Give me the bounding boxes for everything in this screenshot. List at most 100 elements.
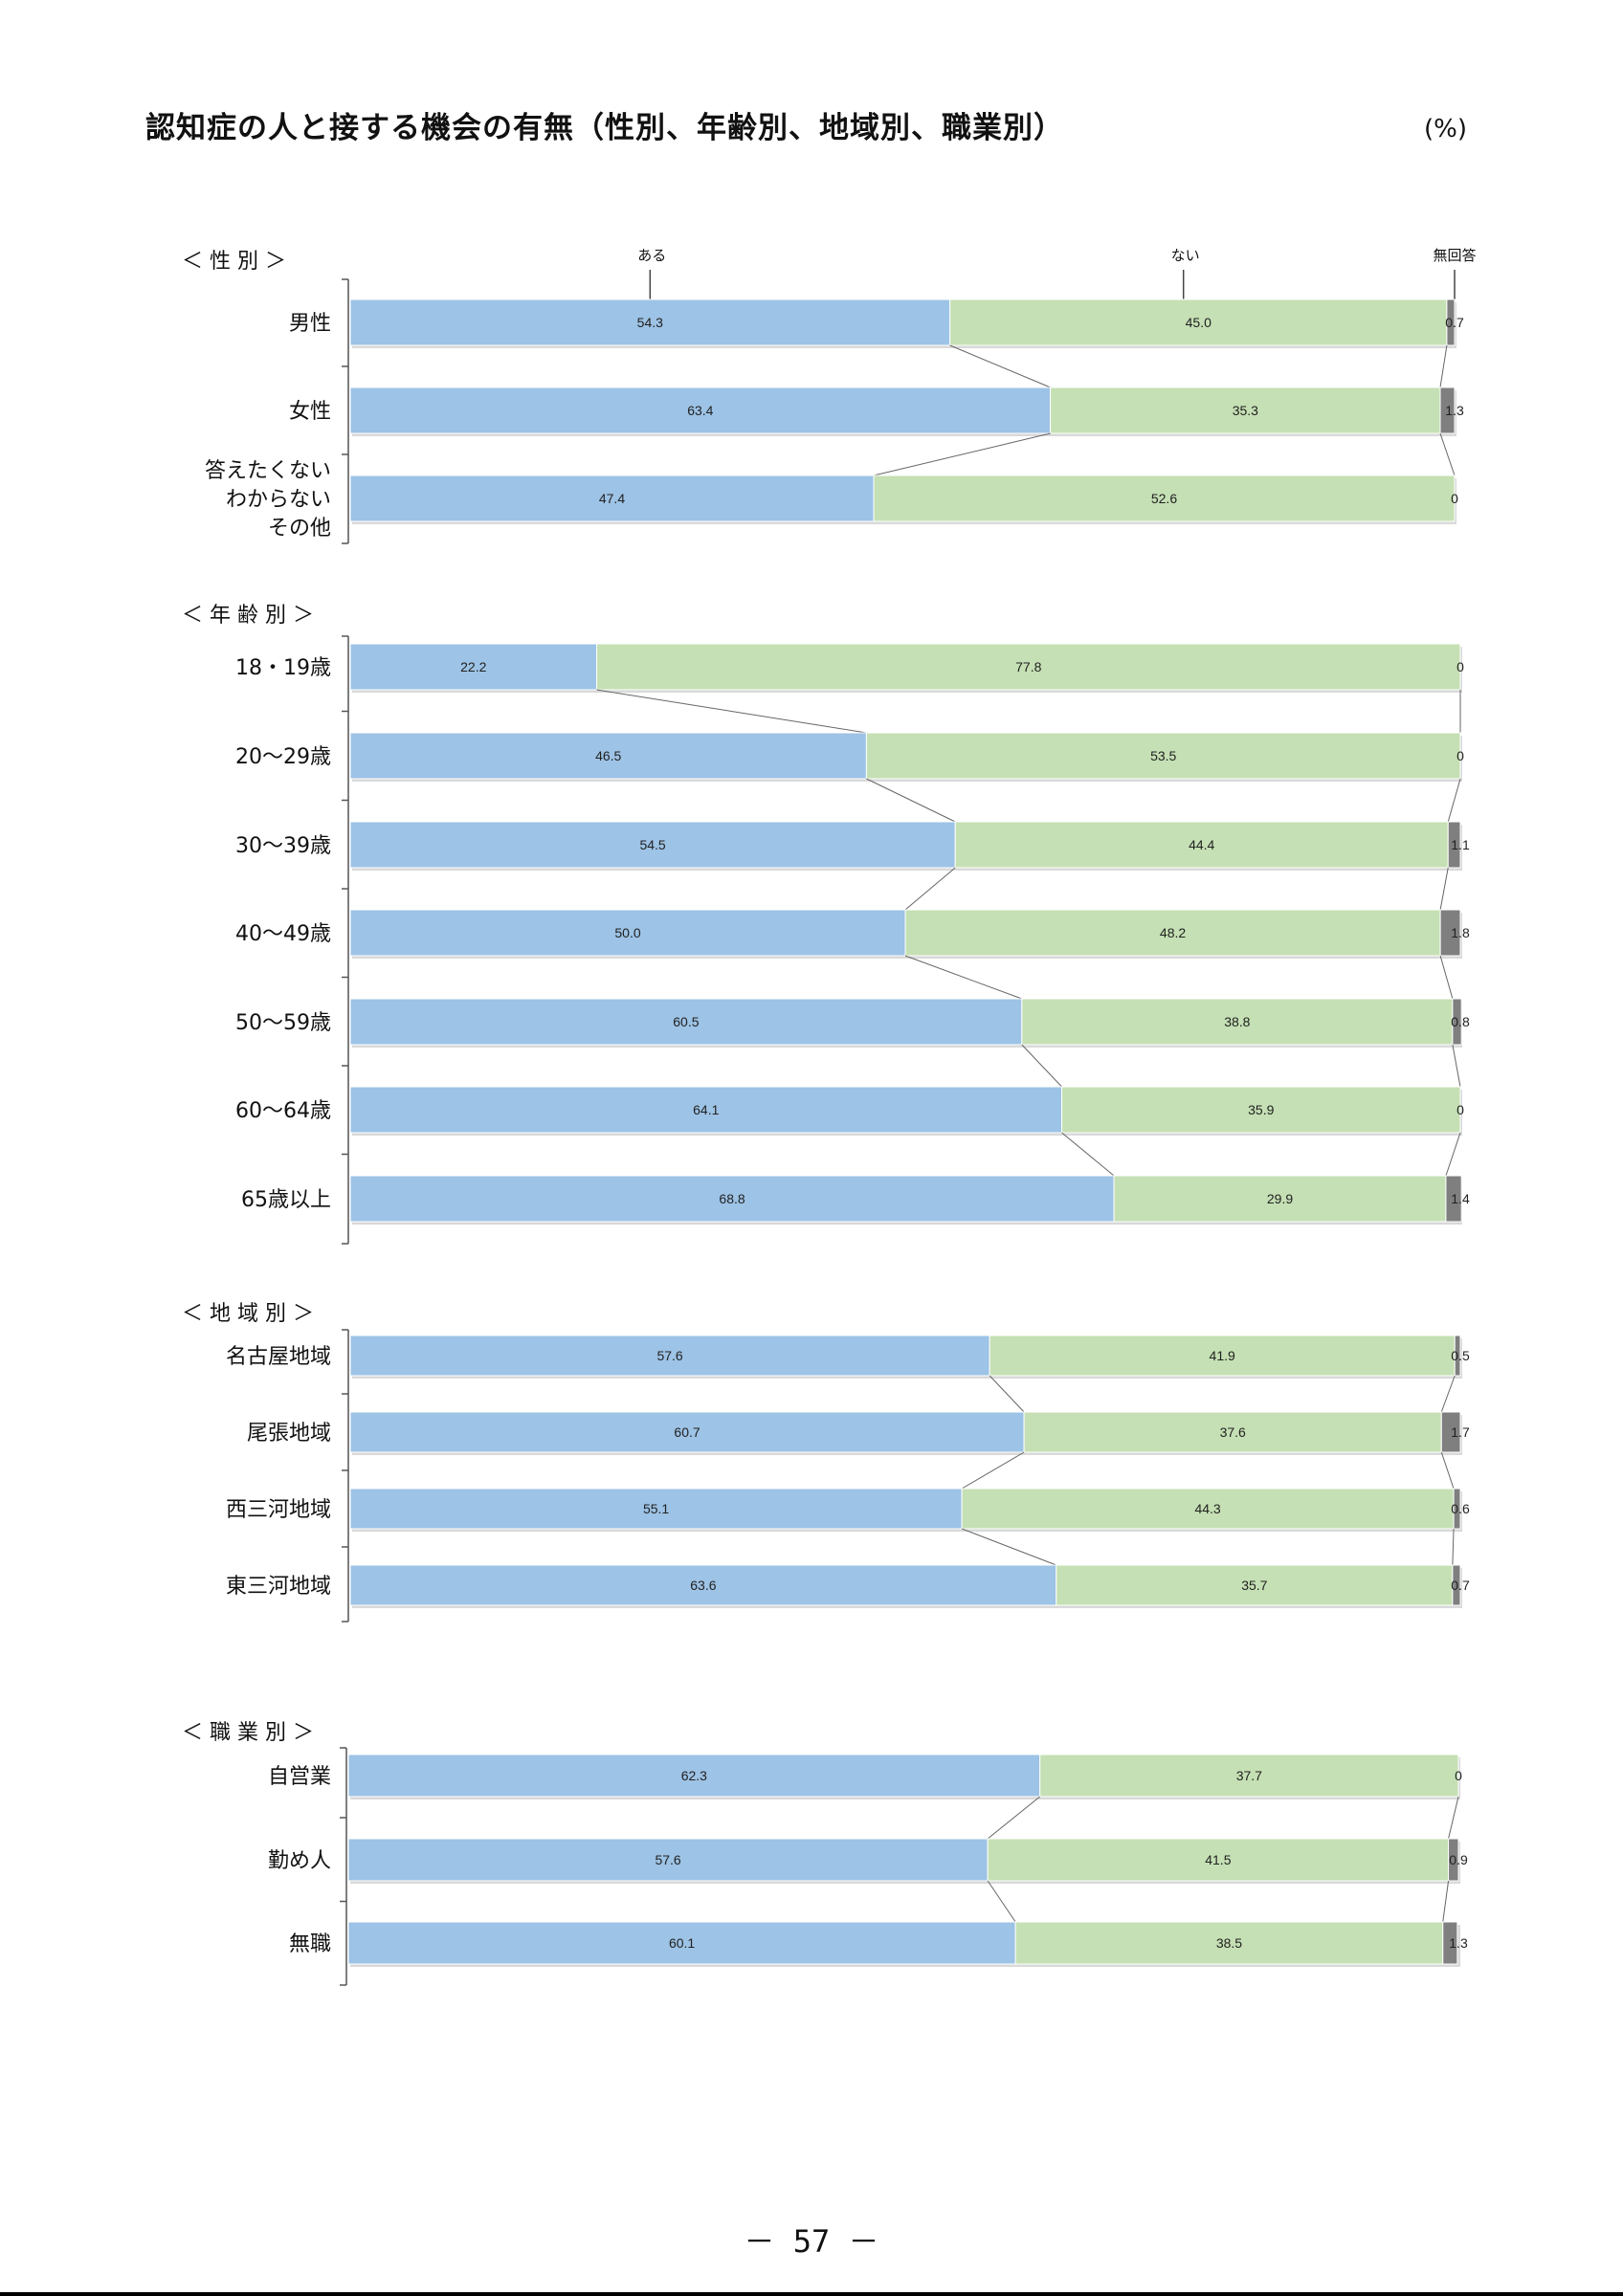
- value-label: 41.9: [1210, 1348, 1235, 1363]
- bar-segment-nai: [596, 643, 1461, 691]
- page-title: 認知症の人と接する機会の有無（性別、年齢別、地域別、職業別）: [145, 111, 1064, 145]
- bar-segment-mukaitou: [1453, 1488, 1461, 1530]
- bar-segment-aru: [349, 1411, 1025, 1453]
- series-connector: [1452, 1044, 1461, 1088]
- bar-segment-aru: [349, 909, 906, 957]
- value-label: 38.5: [1216, 1935, 1242, 1951]
- page-number: － 57 －: [744, 2223, 879, 2260]
- value-label: 29.9: [1267, 1191, 1293, 1206]
- row-label: 勤め人: [268, 1849, 331, 1873]
- value-label: 50.0: [614, 925, 640, 940]
- stacked-bar-chart: ある ない 無回答 ＜ 性 別 ＞ 男性 54.3 45.0 0.7 女性 63.4 35.3 1.3…: [182, 247, 1477, 1986]
- section-label-3: ＜ 地 域 別 ＞: [182, 1302, 314, 1326]
- series-connector: [1439, 432, 1456, 476]
- value-label: 1.1: [1451, 837, 1470, 852]
- row-label: 18・19歳: [235, 656, 331, 680]
- value-label: 0: [1456, 659, 1464, 674]
- value-label: 54.3: [637, 315, 663, 330]
- row-label: 65歳以上: [241, 1188, 331, 1212]
- bar-segment-mukaitou: [1439, 386, 1456, 434]
- bar-segment-aru: [347, 1754, 1041, 1798]
- unit-label: (%): [1424, 115, 1467, 144]
- value-label: 22.2: [460, 659, 486, 674]
- value-label: 48.2: [1160, 925, 1186, 940]
- row-label: 40～49歳: [235, 922, 331, 946]
- bar-segment-aru: [349, 998, 1023, 1046]
- series-connector: [866, 778, 956, 823]
- bar-segment-mukaitou: [1452, 998, 1462, 1046]
- value-label: 0: [1456, 748, 1464, 763]
- bar-segment-mukaitou: [1447, 821, 1461, 869]
- series-connector: [961, 1528, 1056, 1566]
- value-label: 0.8: [1451, 1014, 1470, 1029]
- value-label: 64.1: [693, 1102, 719, 1117]
- value-label: 57.6: [655, 1852, 680, 1867]
- row-label: 女性: [289, 400, 331, 424]
- bar-segment-aru: [349, 475, 875, 522]
- series-connector: [1439, 344, 1448, 388]
- value-label: 44.4: [1189, 837, 1214, 852]
- legend-label-3: 無回答: [1433, 247, 1476, 264]
- bar-segment-nai: [1050, 386, 1441, 434]
- value-label: 37.7: [1236, 1768, 1262, 1783]
- value-label: 1.7: [1451, 1424, 1470, 1440]
- series-connector: [1061, 1132, 1115, 1177]
- series-connector: [1440, 1375, 1456, 1413]
- value-label: 47.4: [599, 491, 625, 506]
- value-label: 0.7: [1451, 1578, 1470, 1593]
- series-connector: [1439, 867, 1449, 911]
- value-label: 1.3: [1445, 403, 1464, 418]
- legend-label-1: ある: [637, 247, 666, 264]
- bar-segment-nai: [1039, 1754, 1459, 1798]
- bar-segment-nai: [873, 475, 1456, 522]
- bar-segment-aru: [349, 298, 951, 346]
- value-label: 57.6: [656, 1348, 682, 1363]
- bar-segment-aru: [347, 1838, 989, 1882]
- bar-segment-mukaitou: [1439, 909, 1461, 957]
- bar-segment-aru: [349, 1086, 1063, 1134]
- series-connector: [987, 1880, 1016, 1923]
- value-label: 45.0: [1186, 315, 1212, 330]
- bar-segment-aru: [349, 1488, 963, 1530]
- value-label: 46.5: [595, 748, 621, 763]
- bar-segment-nai: [961, 1488, 1455, 1530]
- bar-segment-nai: [1061, 1086, 1461, 1134]
- row-label: その他: [268, 517, 331, 541]
- value-label: 60.1: [669, 1935, 695, 1951]
- value-label: 54.5: [639, 837, 665, 852]
- value-label: 0: [1455, 1768, 1462, 1783]
- section-label-2: ＜ 年 齢 別 ＞: [182, 604, 314, 628]
- value-label: 0: [1451, 491, 1458, 506]
- section-label-4: ＜ 職 業 別 ＞: [182, 1721, 314, 1745]
- series-connector: [1442, 1880, 1450, 1923]
- bar-segment-aru: [349, 1564, 1057, 1606]
- row-label: 西三河地域: [226, 1498, 331, 1522]
- bar-segment-mukaitou: [1448, 1838, 1459, 1882]
- bar-segment-nai: [987, 1838, 1450, 1882]
- value-label: 0.5: [1451, 1348, 1470, 1363]
- row-label: 東三河地域: [226, 1575, 331, 1599]
- series-connector: [1439, 955, 1454, 1000]
- value-label: 53.5: [1150, 748, 1176, 763]
- series-connector: [1452, 1528, 1455, 1566]
- value-label: 55.1: [643, 1501, 669, 1516]
- bar-segment-aru: [349, 643, 598, 691]
- series-connector: [1021, 1044, 1062, 1088]
- bar-segment-mukaitou: [1442, 1921, 1458, 1965]
- bar-segment-aru: [349, 386, 1052, 434]
- bar-segment-mukaitou: [1440, 1411, 1461, 1453]
- value-label: 38.8: [1224, 1014, 1250, 1029]
- value-label: 1.8: [1451, 925, 1470, 940]
- series-connector: [989, 1375, 1025, 1413]
- row-label: 30～39歳: [235, 834, 331, 858]
- row-label: 50～59歳: [235, 1011, 331, 1035]
- value-label: 62.3: [681, 1768, 707, 1783]
- bar-segment-aru: [349, 1335, 990, 1377]
- bar-segment-nai: [949, 298, 1448, 346]
- value-label: 52.6: [1151, 491, 1177, 506]
- bar-segment-nai: [865, 732, 1461, 780]
- series-connector: [904, 955, 1022, 1000]
- value-label: 77.8: [1015, 659, 1041, 674]
- series-connector: [1448, 1796, 1459, 1840]
- series-connector: [1447, 778, 1461, 823]
